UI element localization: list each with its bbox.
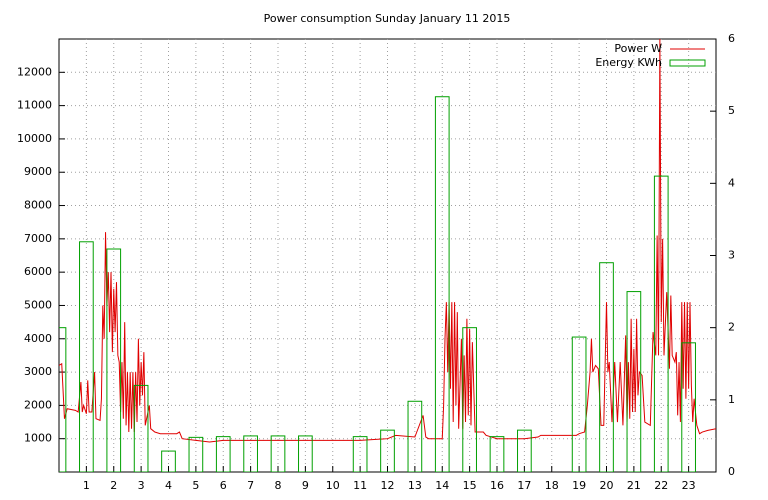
x-tick-label: 23	[682, 479, 696, 492]
y-tick-label: 2000	[24, 398, 52, 411]
y2-tick-label: 2	[728, 321, 735, 334]
y-tick-label: 4000	[24, 332, 52, 345]
y-tick-label: 8000	[24, 199, 52, 212]
plot-series	[59, 39, 716, 472]
legend-label: Energy KWh	[595, 56, 662, 69]
energy-bar	[599, 262, 614, 472]
y-tick-label: 9000	[24, 165, 52, 178]
energy-bar	[270, 435, 286, 472]
y2-tick-label: 4	[728, 176, 735, 189]
x-tick-label: 22	[654, 479, 668, 492]
energy-bar	[243, 435, 258, 472]
x-tick-label: 3	[138, 479, 145, 492]
energy-bar	[681, 342, 696, 472]
energy-bar	[298, 435, 313, 472]
x-tick-label: 6	[220, 479, 227, 492]
x-tick-label: 9	[302, 479, 309, 492]
power-line	[59, 39, 716, 443]
y2-tick-label: 3	[728, 249, 735, 262]
x-tick-label: 21	[627, 479, 641, 492]
x-tick-label: 8	[275, 479, 282, 492]
chart-title: Power consumption Sunday January 11 2015	[264, 12, 511, 25]
x-tick-label: 19	[572, 479, 586, 492]
energy-bar	[434, 96, 450, 472]
legend-swatch	[669, 59, 706, 67]
x-tick-label: 13	[408, 479, 422, 492]
y-tick-label: 10000	[17, 132, 52, 145]
energy-bar	[517, 429, 532, 472]
energy-bar	[106, 248, 122, 472]
x-tick-label: 14	[435, 479, 449, 492]
energy-bar	[59, 327, 67, 472]
energy-bar	[380, 429, 395, 472]
energy-bar	[653, 175, 669, 472]
energy-bar	[407, 400, 423, 472]
x-tick-label: 16	[490, 479, 504, 492]
energy-bar	[161, 450, 176, 472]
energy-bar	[352, 436, 368, 472]
x-tick-label: 4	[165, 479, 172, 492]
legend-label: Power W	[614, 42, 662, 55]
y2-tick-label: 0	[728, 465, 735, 478]
y-tick-label: 3000	[24, 365, 52, 378]
y-tick-label: 11000	[17, 99, 52, 112]
x-tick-label: 10	[326, 479, 340, 492]
x-tick-label: 7	[247, 479, 254, 492]
energy-bar	[79, 241, 94, 472]
y-tick-label: 1000	[24, 432, 52, 445]
y-tick-label: 12000	[17, 65, 52, 78]
energy-bar	[188, 436, 204, 472]
energy-bar	[571, 336, 587, 472]
y-tick-label: 5000	[24, 298, 52, 311]
y2-tick-label: 1	[728, 393, 735, 406]
x-tick-label: 18	[545, 479, 559, 492]
energy-bar	[626, 291, 642, 472]
x-tick-label: 5	[192, 479, 199, 492]
y-tick-label: 7000	[24, 232, 52, 245]
y2-tick-label: 5	[728, 104, 735, 117]
energy-bar	[489, 436, 505, 472]
energy-bar	[133, 384, 149, 472]
x-tick-label: 12	[381, 479, 395, 492]
x-tick-label: 20	[600, 479, 614, 492]
energy-bar	[215, 436, 231, 472]
x-tick-label: 17	[517, 479, 531, 492]
x-tick-label: 1	[83, 479, 90, 492]
x-tick-label: 11	[353, 479, 367, 492]
energy-bar	[462, 327, 477, 472]
x-tick-label: 15	[463, 479, 477, 492]
y-tick-label: 6000	[24, 265, 52, 278]
x-tick-label: 2	[110, 479, 117, 492]
y2-tick-label: 6	[728, 32, 735, 45]
